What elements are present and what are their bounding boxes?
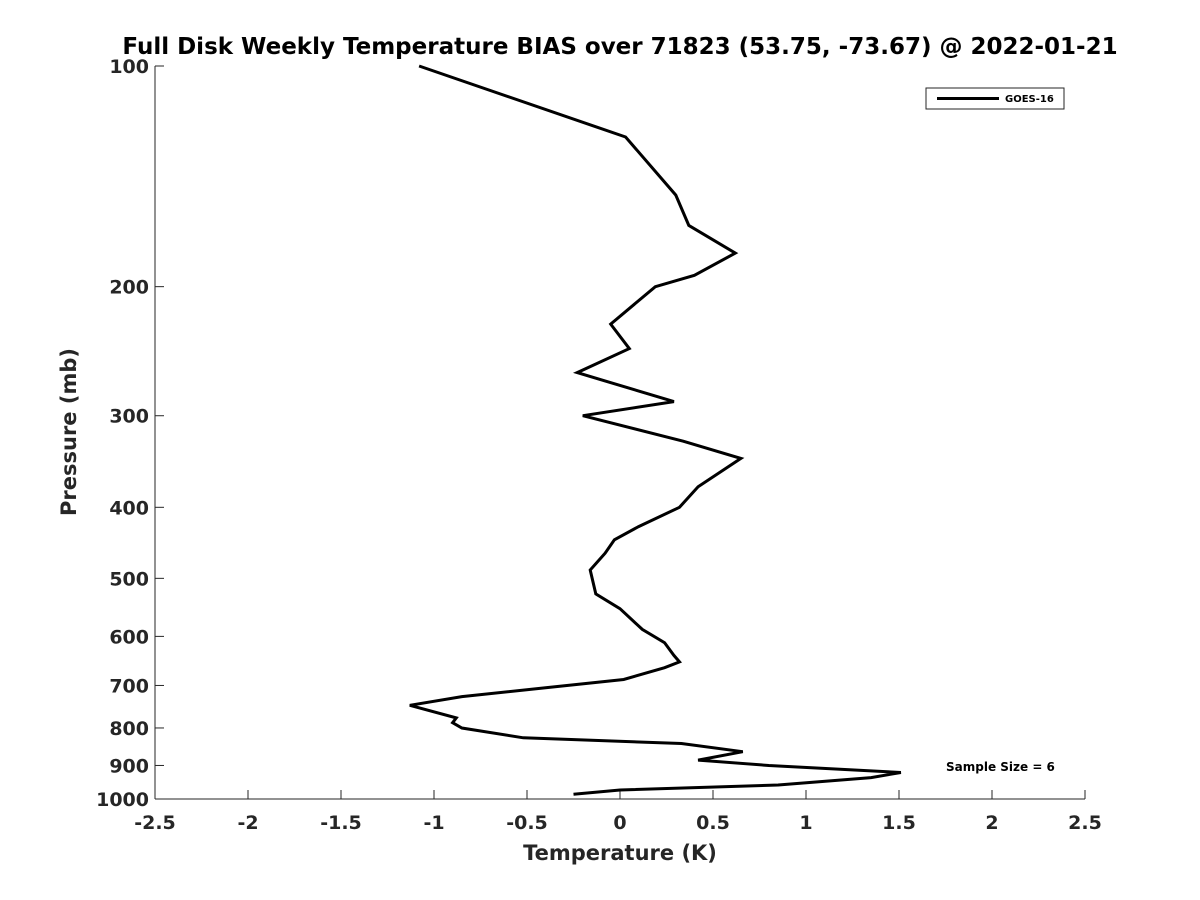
x-tick-label: -2 [237,812,258,834]
x-tick-label: -0.5 [506,812,548,834]
y-tick-label: 500 [109,568,149,590]
x-tick-label: 0.5 [696,812,730,834]
sample-size-annotation: Sample Size = 6 [946,760,1055,774]
y-tick-label: 800 [109,718,149,740]
y-tick-label: 200 [109,277,149,299]
y-axis-label: Pressure (mb) [57,348,81,516]
x-axis-ticks: -2.5 -2 -1.5 -1 -0.5 0 0.5 1 1.5 2 2.5 [134,790,1102,834]
x-tick-label: 2 [985,812,998,834]
y-tick-label: 400 [109,497,149,519]
y-tick-label: 300 [109,406,149,428]
x-tick-label: 1.5 [882,812,916,834]
chart-title: Full Disk Weekly Temperature BIAS over 7… [122,34,1117,60]
y-tick-label: 700 [109,675,149,697]
y-tick-label: 900 [109,755,149,777]
x-tick-label: -2.5 [134,812,176,834]
series-line-goes-16 [409,64,902,796]
x-tick-label: 1 [799,812,812,834]
x-axis-label: Temperature (K) [523,841,717,865]
x-tick-label: 0 [613,812,626,834]
y-tick-label: 1000 [96,789,149,811]
y-tick-label: 600 [109,626,149,648]
x-tick-label: -1 [423,812,444,834]
x-tick-label: -1.5 [320,812,362,834]
y-axis-ticks: 100 200 300 400 500 600 700 800 900 1000 [96,56,164,811]
series-layer [409,64,902,796]
y-tick-label: 100 [109,56,149,78]
legend-label-goes-16: GOES-16 [1005,94,1054,105]
plot-axes [154,66,1085,800]
x-tick-label: 2.5 [1068,812,1102,834]
legend: GOES-16 [925,87,1065,110]
